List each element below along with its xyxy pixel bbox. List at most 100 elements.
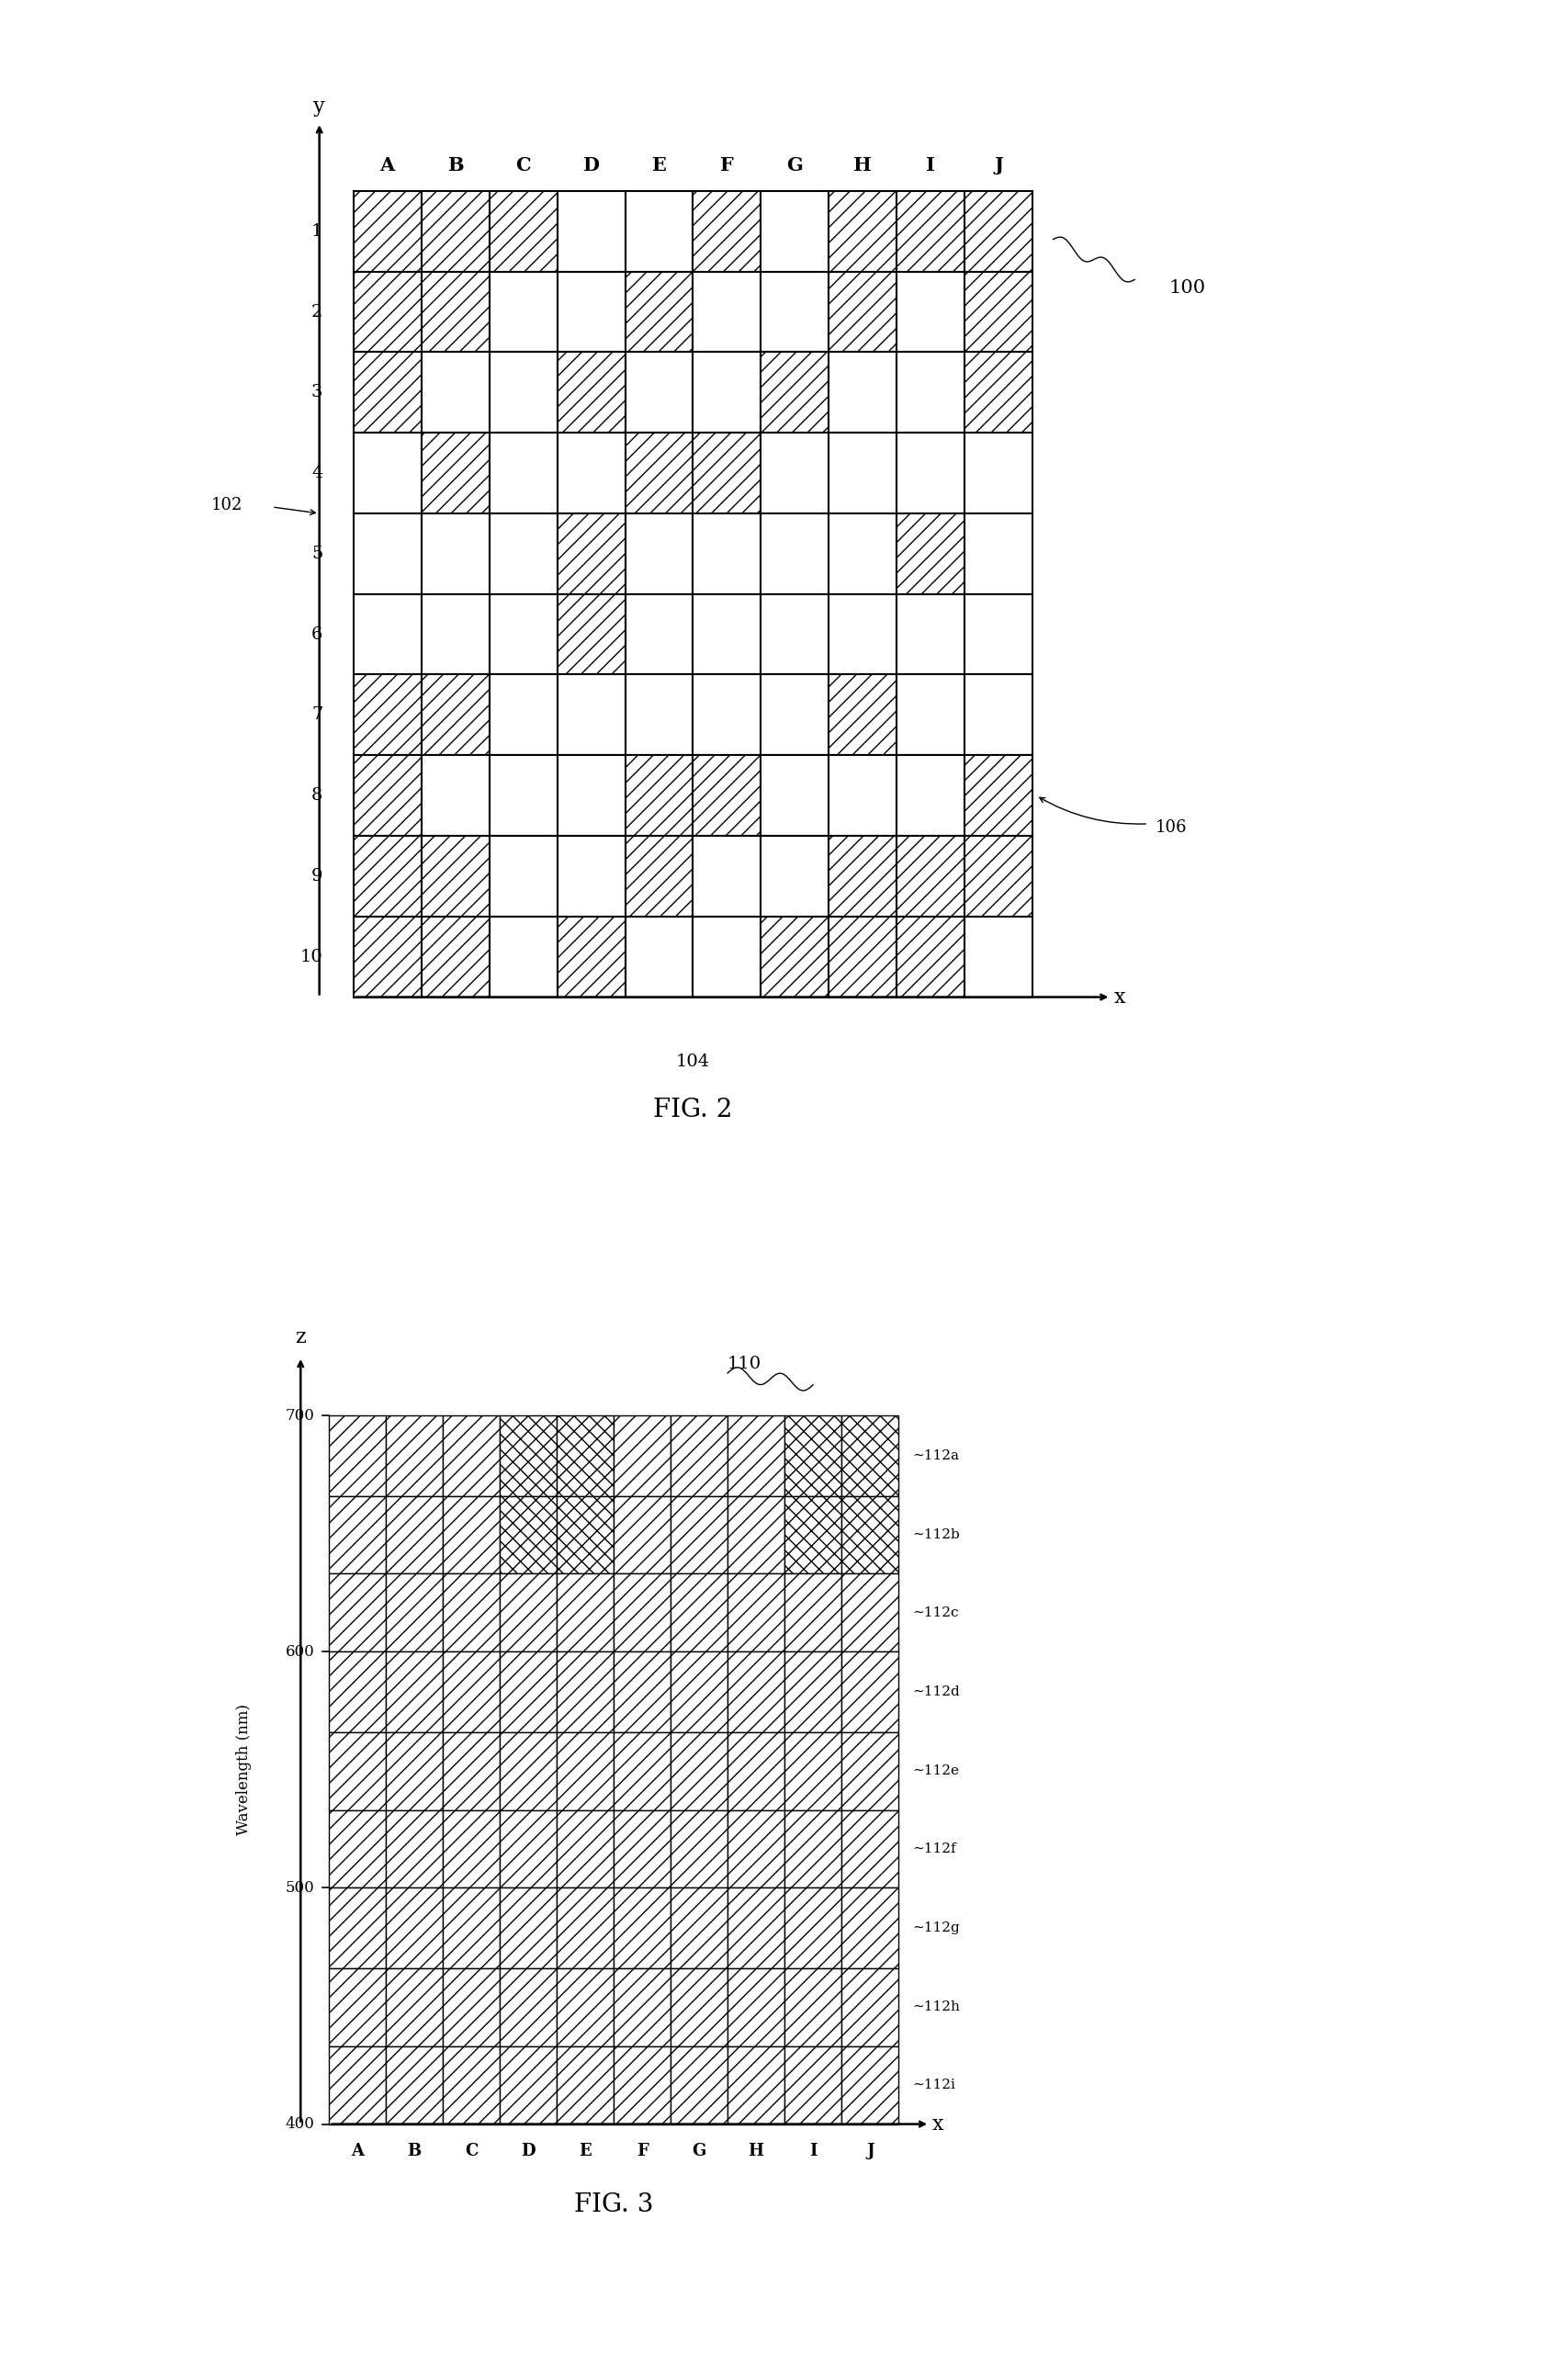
Bar [329,1415,386,1495]
Bar [728,1889,784,1969]
Bar [442,1573,500,1651]
Text: ∼112e: ∼112e [913,1764,960,1778]
Bar [964,433,1033,513]
Bar [842,1495,898,1573]
Bar [829,271,897,353]
Bar [613,1415,671,1495]
Bar [422,674,489,756]
Bar [500,2046,557,2124]
Bar [784,1811,842,1889]
Bar [897,756,964,836]
Bar [557,433,626,513]
Bar [760,674,829,756]
Bar [557,836,626,916]
Bar [671,1573,728,1651]
Bar [829,916,897,996]
Text: 1: 1 [312,224,323,240]
Bar [613,1889,671,1969]
Text: y: y [314,97,325,118]
Text: E: E [579,2143,591,2160]
Bar [386,1573,442,1651]
Bar [784,1495,842,1573]
Bar [626,593,693,674]
Bar [557,1811,613,1889]
Bar [829,353,897,433]
Text: 106: 106 [1156,820,1187,836]
Bar [728,1969,784,2046]
Bar [760,191,829,271]
Bar [671,1731,728,1811]
Bar [728,1651,784,1731]
Bar [842,1415,898,1495]
Bar [626,271,693,353]
Bar [500,1811,557,1889]
Text: C: C [516,155,532,174]
Bar [557,674,626,756]
Text: Wavelength (nm): Wavelength (nm) [235,1705,251,1835]
Bar [353,353,422,433]
Bar [329,1811,386,1889]
Bar [829,433,897,513]
Bar [386,1651,442,1731]
Bar [626,433,693,513]
Text: 600: 600 [285,1644,315,1660]
Bar [613,1969,671,2046]
Bar [671,1495,728,1573]
Text: D: D [583,155,599,174]
Bar [626,756,693,836]
Bar [557,1495,613,1573]
Bar [613,1811,671,1889]
Bar [784,1731,842,1811]
Bar [442,2046,500,2124]
Bar [842,1731,898,1811]
Text: J: J [994,155,1004,174]
Bar [353,756,422,836]
Bar [422,513,489,593]
Bar [693,916,760,996]
Bar [693,433,760,513]
Bar [489,756,557,836]
Bar [964,271,1033,353]
Bar [489,433,557,513]
Bar [422,353,489,433]
Text: 100: 100 [1168,278,1206,297]
Bar [760,353,829,433]
Bar [784,1415,842,1495]
Bar [829,836,897,916]
Bar [693,836,760,916]
Text: I: I [927,155,936,174]
Bar [626,353,693,433]
Bar [842,1811,898,1889]
Text: ∼112i: ∼112i [913,2079,955,2091]
Bar [897,353,964,433]
Bar [964,916,1033,996]
Bar [897,593,964,674]
Bar [760,916,829,996]
Bar [760,836,829,916]
Bar [842,1573,898,1651]
Bar [728,1495,784,1573]
Text: 4: 4 [312,464,323,480]
Bar [760,433,829,513]
Text: D: D [521,2143,536,2160]
Text: J: J [866,2143,873,2160]
Text: 2: 2 [312,304,323,320]
Bar [626,191,693,271]
Text: 8: 8 [312,787,323,803]
Bar [386,1495,442,1573]
Bar [353,916,422,996]
Text: 3: 3 [312,384,323,400]
Text: 102: 102 [210,497,241,513]
Bar [422,433,489,513]
Bar [329,1969,386,2046]
Bar [557,756,626,836]
Bar [500,1651,557,1731]
Bar [557,353,626,433]
Bar [897,916,964,996]
Bar [353,513,422,593]
Text: ∼112g: ∼112g [913,1922,960,1933]
Bar [329,1573,386,1651]
Text: FIG. 2: FIG. 2 [654,1097,732,1123]
Bar [784,1969,842,2046]
Bar [693,593,760,674]
